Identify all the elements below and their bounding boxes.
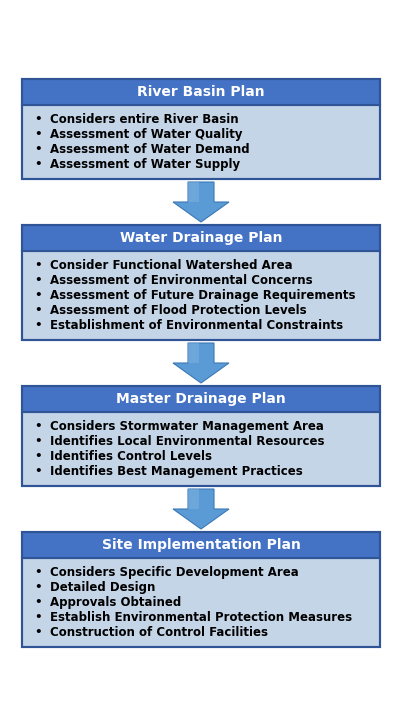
Text: Master Drainage Plan: Master Drainage Plan xyxy=(116,392,285,406)
Text: Assessment of Water Supply: Assessment of Water Supply xyxy=(50,158,239,171)
Text: Establish Environmental Protection Measures: Establish Environmental Protection Measu… xyxy=(50,611,351,624)
Polygon shape xyxy=(172,182,229,222)
Bar xyxy=(22,532,379,647)
Text: Assessment of Water Demand: Assessment of Water Demand xyxy=(50,143,249,156)
Bar xyxy=(22,412,379,486)
Text: •: • xyxy=(34,420,42,433)
Text: •: • xyxy=(34,566,42,579)
Text: •: • xyxy=(34,319,42,332)
Text: Identifies Local Environmental Resources: Identifies Local Environmental Resources xyxy=(50,435,324,448)
Text: Assessment of Flood Protection Levels: Assessment of Flood Protection Levels xyxy=(50,304,306,317)
Text: •: • xyxy=(34,611,42,624)
Text: Assessment of Environmental Concerns: Assessment of Environmental Concerns xyxy=(50,274,312,287)
Text: Detailed Design: Detailed Design xyxy=(50,581,155,594)
Text: Considers Stormwater Management Area: Considers Stormwater Management Area xyxy=(50,420,323,433)
Text: River Basin Plan: River Basin Plan xyxy=(137,85,264,99)
Text: •: • xyxy=(34,158,42,171)
Text: •: • xyxy=(34,626,42,639)
Polygon shape xyxy=(172,489,229,529)
Polygon shape xyxy=(172,343,229,383)
Text: Water Drainage Plan: Water Drainage Plan xyxy=(119,231,282,245)
Text: Establishment of Environmental Constraints: Establishment of Environmental Constrain… xyxy=(50,319,342,332)
Text: •: • xyxy=(34,581,42,594)
Text: •: • xyxy=(34,304,42,317)
Polygon shape xyxy=(188,343,198,363)
Bar xyxy=(22,79,379,105)
Text: •: • xyxy=(34,465,42,478)
Text: •: • xyxy=(34,596,42,609)
Text: •: • xyxy=(34,143,42,156)
Text: Site Implementation Plan: Site Implementation Plan xyxy=(101,538,300,552)
Text: Approvals Obtained: Approvals Obtained xyxy=(50,596,181,609)
Bar xyxy=(22,225,379,340)
Bar xyxy=(22,251,379,340)
Text: Assessment of Water Quality: Assessment of Water Quality xyxy=(50,128,242,141)
Text: Considers Specific Development Area: Considers Specific Development Area xyxy=(50,566,298,579)
Text: •: • xyxy=(34,259,42,272)
Polygon shape xyxy=(188,182,198,202)
Polygon shape xyxy=(188,489,198,509)
Text: Assessment of Future Drainage Requirements: Assessment of Future Drainage Requiremen… xyxy=(50,289,354,302)
Bar xyxy=(22,225,379,251)
Bar xyxy=(22,105,379,179)
Text: Construction of Control Facilities: Construction of Control Facilities xyxy=(50,626,267,639)
Text: Identifies Best Management Practices: Identifies Best Management Practices xyxy=(50,465,302,478)
Bar xyxy=(22,79,379,179)
Bar xyxy=(22,532,379,558)
Text: Considers entire River Basin: Considers entire River Basin xyxy=(50,113,238,126)
Bar xyxy=(22,386,379,412)
Text: •: • xyxy=(34,435,42,448)
Text: Identifies Control Levels: Identifies Control Levels xyxy=(50,450,211,463)
Text: •: • xyxy=(34,128,42,141)
Text: •: • xyxy=(34,274,42,287)
Bar xyxy=(22,386,379,486)
Text: Consider Functional Watershed Area: Consider Functional Watershed Area xyxy=(50,259,292,272)
Text: •: • xyxy=(34,289,42,302)
Text: •: • xyxy=(34,113,42,126)
Bar xyxy=(22,558,379,647)
Text: •: • xyxy=(34,450,42,463)
